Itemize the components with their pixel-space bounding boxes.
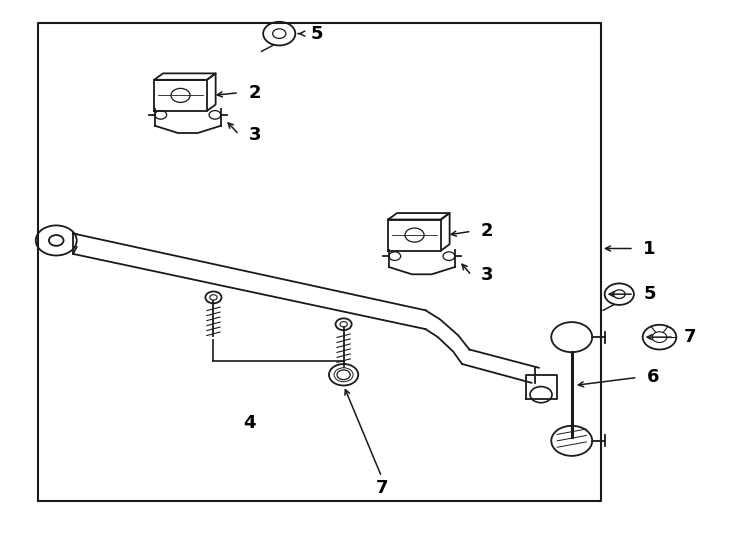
Text: 7: 7 [683, 328, 696, 346]
Text: 2: 2 [481, 222, 493, 240]
Text: 5: 5 [310, 25, 323, 43]
Text: 2: 2 [249, 84, 261, 102]
Text: 3: 3 [249, 126, 261, 144]
Text: 3: 3 [481, 266, 493, 285]
Text: 7: 7 [375, 478, 388, 497]
Text: 6: 6 [647, 368, 660, 387]
Text: 1: 1 [644, 240, 656, 258]
Text: 5: 5 [644, 285, 656, 303]
Text: 4: 4 [243, 414, 255, 432]
